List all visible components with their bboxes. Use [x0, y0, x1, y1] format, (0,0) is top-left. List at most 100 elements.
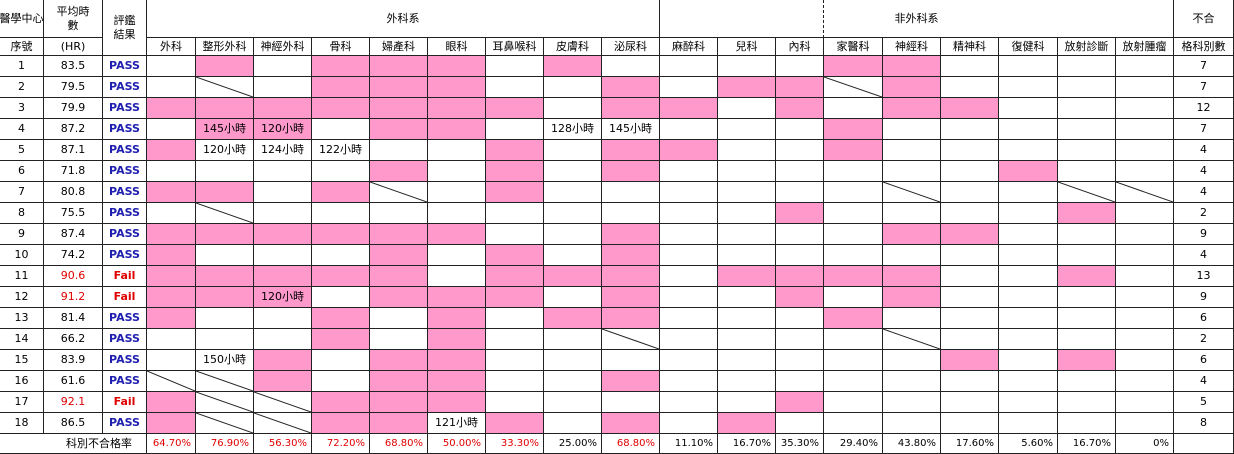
- specialty-header: 放射診斷: [1058, 38, 1116, 56]
- note-cell: 150小時: [196, 350, 254, 371]
- result-text: Fail: [113, 269, 136, 282]
- fail-cell: [486, 98, 544, 119]
- rate: 11.10%: [660, 434, 718, 454]
- row-no: 2: [0, 77, 44, 98]
- header-no-text: 序號: [10, 39, 33, 53]
- fail-cell: [883, 266, 941, 287]
- cell: [254, 203, 312, 224]
- fail-cell: [602, 287, 660, 308]
- fail-cell: [147, 392, 196, 413]
- diagonal: [196, 413, 253, 433]
- fail-cell: [370, 287, 428, 308]
- diagonal: [883, 329, 940, 349]
- cell: [1116, 98, 1174, 119]
- note-cell: 121小時: [428, 413, 486, 434]
- cell: [941, 245, 999, 266]
- fail-cell: [718, 266, 776, 287]
- fail-cell: [370, 56, 428, 77]
- fail-count: 2: [1174, 203, 1234, 224]
- hours: 83.9: [44, 350, 103, 371]
- cell: [718, 350, 776, 371]
- cell: [941, 287, 999, 308]
- row-no-text: 1: [18, 59, 25, 72]
- hours-text: 83.9: [60, 353, 86, 366]
- row-no-text: 10: [14, 248, 29, 261]
- cell: [718, 140, 776, 161]
- cell: [147, 350, 196, 371]
- fail-cell: [486, 245, 544, 266]
- note-cell-text: 128小時: [551, 122, 594, 135]
- specialty-header: 麻醉科: [660, 38, 718, 56]
- cell: [718, 245, 776, 266]
- diagonal: [824, 77, 882, 97]
- diagonal: [1116, 182, 1173, 202]
- rate-text: 25.00%: [558, 437, 597, 449]
- fail-count-text: 13: [1196, 269, 1211, 282]
- cell: [941, 329, 999, 350]
- cell: [1058, 56, 1116, 77]
- cell: [824, 203, 883, 224]
- cell: [776, 350, 824, 371]
- cell: [941, 119, 999, 140]
- specialty-header-text: 放射腫瘤: [1122, 39, 1167, 53]
- fail-count-text: 7: [1200, 80, 1207, 93]
- rate-text: 35.30%: [780, 437, 819, 449]
- result-text: PASS: [109, 374, 140, 387]
- rate: 68.80%: [370, 434, 428, 454]
- fail-cell: [941, 98, 999, 119]
- fail-count: 9: [1174, 224, 1234, 245]
- fail-cell: [883, 56, 941, 77]
- row-no: 11: [0, 266, 44, 287]
- fail-cell: [254, 266, 312, 287]
- result-text: Fail: [113, 290, 136, 303]
- cell: [196, 329, 254, 350]
- rate: 68.80%: [602, 434, 660, 454]
- fail-cell: [602, 308, 660, 329]
- fail-cell: [486, 140, 544, 161]
- cell: [1116, 413, 1174, 434]
- cell: [1058, 224, 1116, 245]
- rate-text: 72.20%: [326, 437, 365, 449]
- cell: [660, 224, 718, 245]
- row-no-text: 13: [14, 311, 29, 324]
- cell: [718, 98, 776, 119]
- hours-text: 71.8: [60, 164, 86, 177]
- specialty-header-text: 神經科: [895, 39, 928, 53]
- fail-cell: [147, 98, 196, 119]
- row-no-text: 16: [14, 374, 29, 387]
- fail-count-text: 4: [1200, 374, 1207, 387]
- cell: [1116, 266, 1174, 287]
- cell: [370, 140, 428, 161]
- fail-cell: [312, 329, 370, 350]
- specialty-header-text: 皮膚科: [556, 39, 589, 53]
- rate-text: 64.70%: [152, 437, 191, 449]
- cell: [999, 119, 1058, 140]
- cell: [941, 77, 999, 98]
- cell: [544, 392, 602, 413]
- diagonal: [254, 413, 311, 433]
- specialty-header-text: 復健科: [1011, 39, 1045, 53]
- diagonal: [196, 203, 253, 223]
- diagonal-cell: [196, 392, 254, 413]
- cell: [999, 266, 1058, 287]
- fail-cell: [370, 224, 428, 245]
- cell: [602, 182, 660, 203]
- fail-cell: [428, 392, 486, 413]
- fail-cell: [941, 224, 999, 245]
- cell: [824, 392, 883, 413]
- diagonal-cell: [602, 329, 660, 350]
- fail-cell: [312, 224, 370, 245]
- rate: 35.30%: [776, 434, 824, 454]
- cell: [999, 182, 1058, 203]
- cell: [941, 413, 999, 434]
- diagonal: [1058, 182, 1115, 202]
- rate-text: 76.90%: [210, 437, 249, 449]
- cell: [999, 413, 1058, 434]
- cell: [428, 245, 486, 266]
- hours: 74.2: [44, 245, 103, 266]
- diagonal-cell: [196, 77, 254, 98]
- cell: [312, 203, 370, 224]
- row-no: 15: [0, 350, 44, 371]
- hours: 61.6: [44, 371, 103, 392]
- fail-cell: [254, 350, 312, 371]
